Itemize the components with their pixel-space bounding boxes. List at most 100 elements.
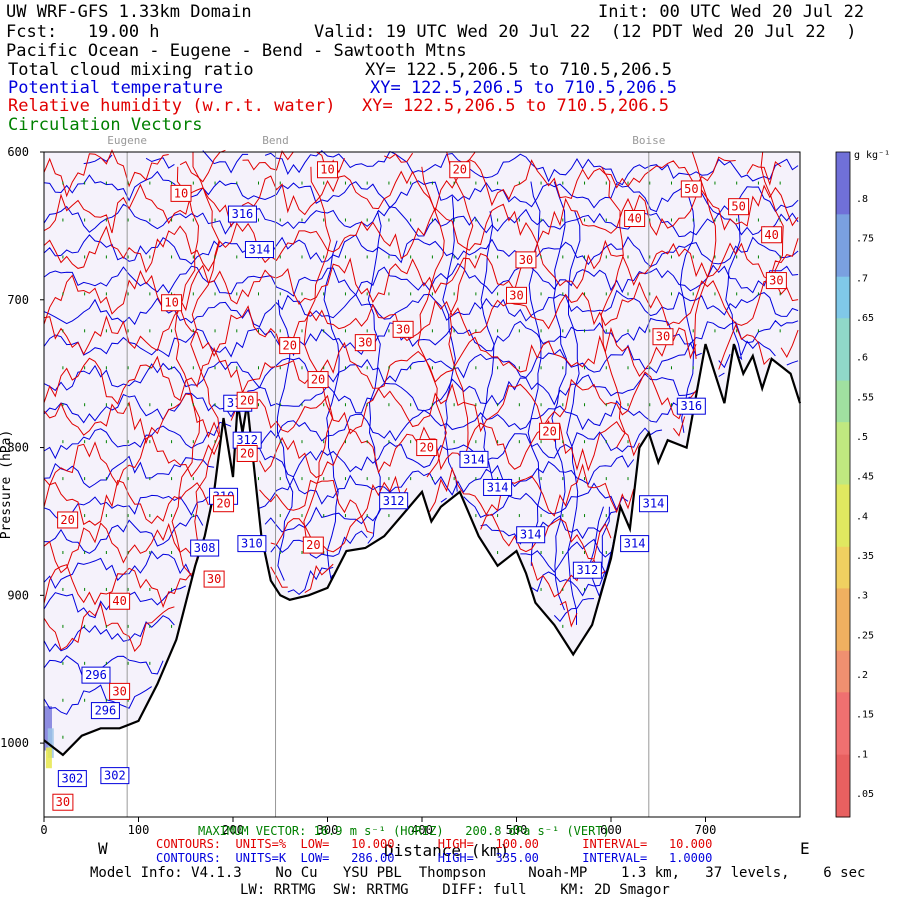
colorbar-unit: g kg⁻¹ <box>854 150 890 161</box>
theta-contour <box>43 455 215 489</box>
rh-label-text: 30 <box>519 253 533 267</box>
colorbar-bin <box>836 401 850 423</box>
rh-label: 30 <box>52 793 74 811</box>
theta-label-box <box>244 241 274 259</box>
rh-label: 30 <box>515 251 537 269</box>
rh-label-box <box>109 592 131 610</box>
rh-label-text: 20 <box>216 497 230 511</box>
rh-label: 10 <box>161 294 183 312</box>
rh-label-box <box>307 371 329 389</box>
rh-label-box <box>52 793 74 811</box>
colorbar-bin <box>836 235 850 257</box>
x-tick-label: 0 <box>40 823 47 837</box>
field-cloud-xy: XY= 122.5,206.5 to 710.5,206.5 <box>365 60 673 80</box>
theta-label-text: 314 <box>624 537 646 551</box>
rh-contour <box>43 435 221 487</box>
theta-label-text: 302 <box>104 769 126 783</box>
rh-contour <box>531 559 606 598</box>
rh-label-box <box>449 161 471 179</box>
rh-contour <box>384 152 414 163</box>
theta-contour <box>786 360 799 366</box>
theta-label-text: 302 <box>62 772 84 786</box>
model-info: Model Info: V4.1.3 No Cu YSU PBL Thompso… <box>90 865 866 881</box>
rh-label-text: 30 <box>769 274 783 288</box>
rh-label-box <box>761 226 783 244</box>
colorbar-bin <box>836 484 850 506</box>
rh-label-text: 40 <box>112 594 126 608</box>
colorbar-tick-label: .7 <box>856 273 868 284</box>
colorbar-bin <box>836 318 850 340</box>
theta-label-text: 296 <box>85 668 107 682</box>
x-tick-label: 200 <box>222 823 244 837</box>
rh-label-text: 50 <box>684 182 698 196</box>
west-label: W <box>98 839 108 858</box>
colorbar-tick-label: .05 <box>856 789 874 800</box>
rh-label-text: 30 <box>56 795 70 809</box>
physics-info: LW: RRTMG SW: RRTMG DIFF: full KM: 2D Sm… <box>240 882 670 898</box>
rh-label: 30 <box>506 286 527 304</box>
theta-contour <box>43 373 697 424</box>
location-label: Eugene <box>107 134 147 147</box>
location-label: Bend <box>262 134 289 147</box>
theta-contour <box>43 421 232 460</box>
rh-label-text: 20 <box>306 538 320 552</box>
rh-label: 20 <box>236 444 258 462</box>
rh-label: 20 <box>416 439 438 457</box>
rh-label-text: 10 <box>174 186 188 200</box>
rh-label-text: 30 <box>656 330 670 344</box>
theta-label: 314 <box>483 478 513 496</box>
colorbar-tick-label: .15 <box>856 710 874 721</box>
rh-label: 30 <box>652 328 674 346</box>
max-vector-text: MAXIMUM VECTOR: 16.9 m s⁻¹ (HORIZ) 200.8… <box>198 824 610 838</box>
colorbar-tick-label: .45 <box>856 472 874 483</box>
theta-contour <box>264 150 799 186</box>
location-label: Boise <box>632 134 665 147</box>
theta-contour <box>440 497 447 503</box>
colorbar-bin <box>836 733 850 756</box>
theta-contour <box>287 566 334 596</box>
rh-contour <box>43 149 169 198</box>
theta-label: 316 <box>676 397 706 415</box>
rh-label-box <box>302 536 324 554</box>
rh-label-box <box>279 337 301 355</box>
theta-contour <box>43 615 175 653</box>
theta-contour <box>679 196 695 433</box>
init-time: Init: 00 UTC Wed 20 Jul 22 <box>598 2 865 22</box>
rh-label-box <box>416 439 438 457</box>
theta-label-box <box>379 492 409 510</box>
forecast-hour: Fcst: 19.00 h <box>6 22 160 42</box>
theta-label-text: 312 <box>236 433 258 447</box>
theta-label: 296 <box>81 666 111 684</box>
theta-label-text: 310 <box>241 537 263 551</box>
theta-label: 302 <box>57 770 87 788</box>
theta-label-text: 314 <box>487 480 509 494</box>
colorbar-bin <box>836 442 850 465</box>
rh-label: 40 <box>624 210 646 227</box>
rh-label: 20 <box>449 161 471 179</box>
theta-label: 308 <box>190 539 220 557</box>
rh-label-box <box>317 161 338 179</box>
rh-label: 20 <box>213 495 235 513</box>
colorbar-tick-label: .4 <box>856 511 868 522</box>
rh-contour <box>43 327 697 405</box>
theta-label: 314 <box>639 495 669 513</box>
rh-label-text: 20 <box>60 513 74 527</box>
y-tick-label: 900 <box>7 588 29 602</box>
theta-contour <box>551 181 568 611</box>
theta-contour <box>43 684 152 715</box>
rh-label: 40 <box>109 592 131 610</box>
theta-contour <box>531 570 606 597</box>
colorbar-bin <box>836 526 850 548</box>
colorbar-bin <box>836 588 850 610</box>
rh-label-text: 20 <box>542 424 556 438</box>
rh-label-box <box>392 320 414 338</box>
colorbar-tick-label: .25 <box>856 630 874 641</box>
colorbar-bin <box>836 796 850 818</box>
y-tick-label: 700 <box>7 293 29 307</box>
rh-label: 50 <box>728 198 750 216</box>
rh-label-box <box>170 184 192 202</box>
rh-label: 40 <box>761 226 783 244</box>
rh-label-box <box>539 422 561 440</box>
colorbar-bin <box>836 339 850 361</box>
